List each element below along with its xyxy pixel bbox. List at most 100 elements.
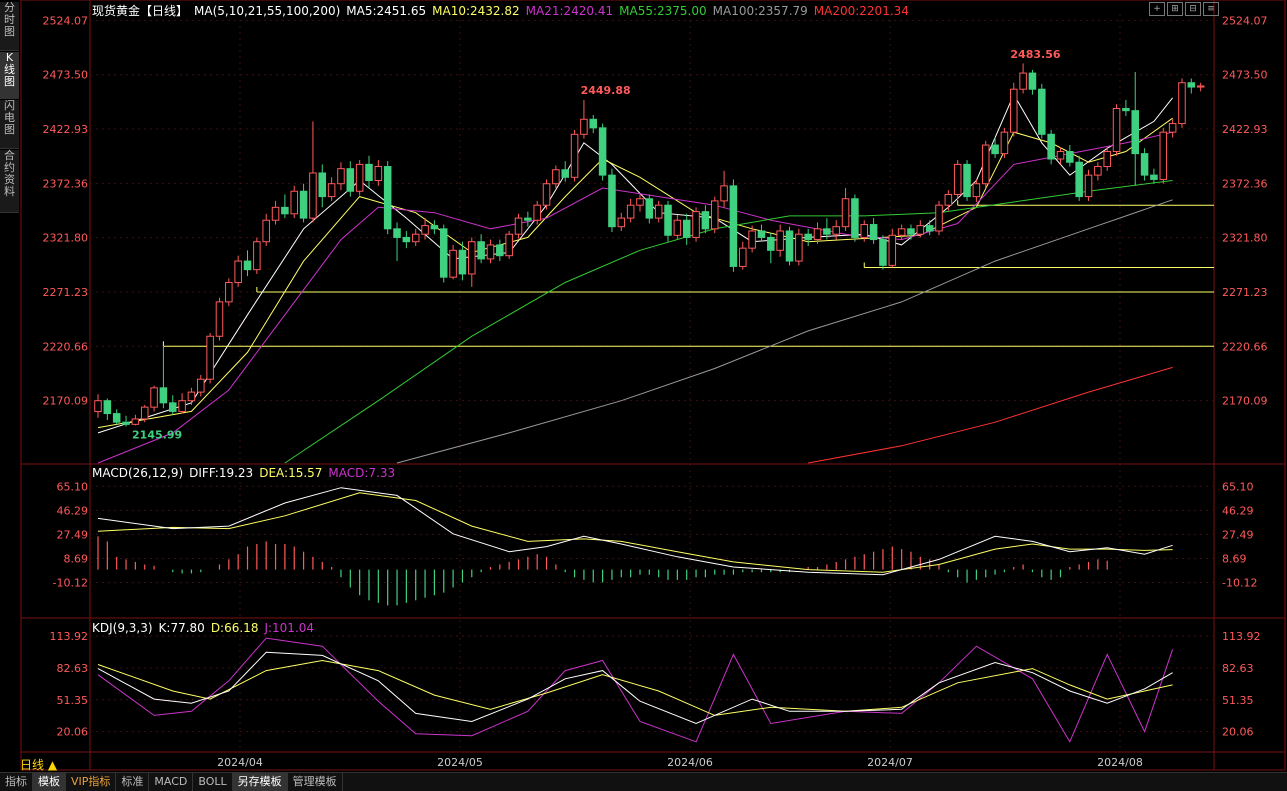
candle-body	[327, 183, 336, 198]
candle-body	[963, 163, 971, 198]
period-selector[interactable]: 日线 ▲	[20, 758, 58, 772]
candle-body	[916, 225, 925, 235]
candle-body	[243, 260, 252, 271]
candle-body	[393, 228, 401, 238]
y-tick-label-right: 2372.36	[1222, 177, 1268, 190]
candle-body	[1131, 110, 1140, 155]
side-tab-2[interactable]: 闪电图	[0, 100, 19, 149]
macd-diff-line	[97, 487, 1173, 576]
y-tick-label-right: 82.63	[1222, 662, 1254, 675]
candle-body	[953, 163, 962, 195]
crosshair-icon[interactable]: +	[1149, 2, 1165, 16]
kdj-k-line	[97, 651, 1173, 725]
candle-body	[299, 190, 308, 219]
y-tick-label-left: 2220.66	[43, 340, 89, 353]
candle-body	[832, 226, 840, 235]
bottom-tab-2[interactable]: VIP指标	[66, 773, 117, 791]
candle-body	[570, 133, 579, 178]
candle-body	[710, 200, 719, 230]
chart-toolbar: + ⊞ ⊟ ≡	[1149, 2, 1219, 16]
candle-body	[1066, 150, 1074, 163]
candle-body	[290, 190, 299, 215]
candle-body	[514, 217, 523, 235]
side-tab-0[interactable]: 分时图	[0, 2, 19, 51]
candle-body	[1056, 150, 1065, 160]
y-tick-label-left: 113.92	[50, 630, 89, 643]
settings-icon[interactable]: ≡	[1203, 2, 1219, 16]
candle-body	[617, 217, 626, 228]
candle-body	[1187, 82, 1196, 88]
y-tick-label-left: 2321.80	[43, 232, 89, 245]
candle-body	[636, 198, 644, 206]
candle-body	[94, 400, 102, 412]
kdj-label: KDJ(9,3,3)	[92, 621, 153, 635]
bottom-tab-5[interactable]: BOLL	[193, 773, 233, 791]
bottom-tab-4[interactable]: MACD	[149, 773, 194, 791]
candle-body	[430, 225, 439, 230]
candle-body	[991, 144, 999, 155]
candle-body	[701, 211, 710, 230]
candle-body	[626, 204, 635, 219]
candle-body	[748, 230, 756, 249]
price-annotation: 2449.88	[581, 84, 631, 97]
candle-body	[234, 260, 242, 284]
macd-label: MACD(26,12,9)	[92, 466, 184, 480]
y-tick-label-left: 20.06	[57, 726, 89, 739]
y-tick-label-left: -10.12	[53, 577, 88, 590]
candle-body	[972, 183, 981, 198]
candle-body	[281, 206, 289, 215]
candle-body	[1028, 72, 1037, 90]
candle-body	[318, 172, 327, 198]
bottom-toolbar: 指标 模板 VIP指标 标准 MACD BOLL 另存模板 管理模板	[0, 772, 1287, 791]
candle-body	[542, 183, 551, 206]
ma200-value: MA200:2201.34	[813, 4, 909, 18]
ma5-value: MA5:2451.65	[346, 4, 427, 18]
candle-body	[935, 204, 943, 232]
x-tick-label: 2024/06	[667, 756, 713, 769]
candle-body	[374, 166, 383, 181]
candle-body	[851, 198, 859, 238]
y-tick-label-left: 2473.50	[43, 69, 89, 82]
candle-body	[879, 239, 887, 266]
candle-body	[673, 219, 682, 236]
candle-body	[122, 421, 130, 425]
candle-body	[1140, 153, 1149, 176]
candle-body	[767, 236, 775, 251]
bottom-tab-3[interactable]: 标准	[116, 773, 150, 791]
zoom-out-icon[interactable]: ⊟	[1185, 2, 1201, 16]
ma21-value: MA21:2420.41	[525, 4, 614, 18]
y-tick-label-right: 2321.80	[1222, 232, 1268, 245]
bottom-tab-0[interactable]: 指标	[0, 773, 33, 791]
candle-body	[682, 219, 691, 238]
x-tick-label: 2024/08	[1097, 756, 1143, 769]
bottom-tab-1[interactable]: 模板	[33, 773, 66, 791]
candle-body	[477, 241, 485, 260]
candle-body	[421, 225, 429, 235]
candle-body	[150, 387, 158, 408]
candle-body	[860, 224, 869, 238]
candle-body	[654, 204, 663, 219]
candle-body	[103, 400, 112, 415]
candle-body	[795, 233, 803, 262]
y-tick-label-right: 2422.93	[1222, 123, 1268, 136]
bottom-tab-7[interactable]: 管理模板	[288, 773, 343, 791]
candle-body	[159, 387, 168, 404]
candle-body	[411, 233, 420, 243]
ma10-value: MA10:2432.82	[432, 4, 520, 18]
zoom-in-icon[interactable]: ⊞	[1167, 2, 1183, 16]
ma-line-ma10	[97, 117, 1173, 429]
ma100-value: MA100:2357.79	[712, 4, 808, 18]
candle-body	[720, 185, 728, 202]
x-tick-label: 2024/05	[437, 756, 483, 769]
y-tick-label-right: -10.12	[1222, 577, 1257, 590]
y-tick-label-right: 27.49	[1222, 528, 1254, 541]
side-tab-3[interactable]: 合约资料	[0, 150, 19, 213]
candle-body	[1122, 108, 1130, 112]
candle-body	[262, 219, 270, 243]
candle-body	[1150, 174, 1158, 180]
main-header: 现货黄金【日线】 MA(5,10,21,55,100,200) MA5:2451.6…	[92, 2, 915, 19]
bottom-tab-6[interactable]: 另存模板	[232, 773, 288, 791]
macd-diff: DIFF:19.23	[189, 466, 254, 480]
candle-body	[757, 230, 766, 238]
